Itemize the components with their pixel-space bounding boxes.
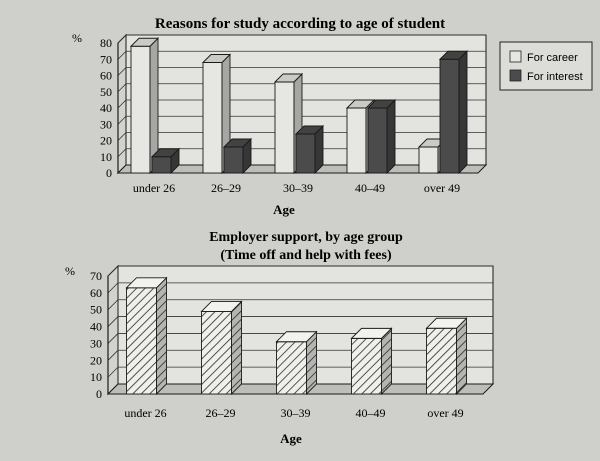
x-tick-label: under 26 [124, 406, 166, 420]
y-tick-label: 0 [106, 166, 112, 180]
y-tick-label: 70 [90, 269, 102, 283]
side-wall [107, 264, 119, 396]
gridline [117, 67, 486, 76]
gridline [117, 50, 486, 60]
y-tick-label: 80 [100, 36, 112, 50]
y-tick-label: 60 [100, 69, 112, 83]
chart-2: Employer support, by age group (Time off… [65, 230, 495, 446]
chart-2-ylabel: % [65, 264, 75, 278]
chart-1: Reasons for study according to age of st… [72, 16, 593, 217]
bar-interest [150, 147, 181, 175]
bar-support [425, 317, 468, 396]
bar-career [201, 53, 232, 175]
legend-label-career: For career [527, 52, 578, 64]
gridline [117, 83, 486, 93]
x-tick-label: 26–29 [211, 181, 241, 195]
y-tick-label: 0 [96, 387, 102, 401]
x-tick-label: 40–49 [355, 181, 385, 195]
bar-support [200, 300, 243, 396]
y-tick-label: 40 [90, 320, 102, 334]
chart-1-plot-area [116, 33, 488, 175]
bar-interest [438, 50, 469, 175]
x-tick-label: over 49 [424, 181, 460, 195]
x-tick-label: over 49 [427, 406, 463, 420]
bar-support [350, 327, 393, 396]
legend-swatch-interest [509, 69, 522, 82]
bar-support [125, 276, 168, 396]
bar-support [275, 330, 318, 396]
y-tick-label: 70 [100, 52, 112, 66]
y-tick-label: 50 [90, 303, 102, 317]
y-tick-label: 10 [90, 370, 102, 384]
y-tick-label: 30 [100, 117, 112, 131]
gridline [107, 316, 493, 327]
gridline [117, 34, 486, 44]
chart-1-x-ticks: under 26 26–29 30–39 40–49 over 49 [133, 181, 460, 195]
chart-2-x-ticks: under 26 26–29 30–39 40–49 over 49 [124, 406, 463, 420]
x-tick-label: 40–49 [356, 406, 386, 420]
chart-1-y-ticks: 0 10 20 30 40 50 60 70 80 [100, 36, 112, 180]
chart-2-xlabel: Age [280, 431, 302, 446]
x-tick-label: 26–29 [206, 406, 236, 420]
bar-career [129, 37, 160, 175]
legend-label-interest: For interest [527, 71, 583, 83]
y-tick-label: 20 [90, 353, 102, 367]
y-tick-label: 40 [100, 101, 112, 115]
y-tick-label: 20 [100, 134, 112, 148]
y-tick-label: 60 [90, 286, 102, 300]
y-tick-label: 50 [100, 85, 112, 99]
chart-1-ylabel: % [72, 31, 82, 45]
y-tick-label: 10 [100, 150, 112, 164]
legend-swatch-career [509, 50, 522, 63]
gridline [107, 299, 493, 310]
chart-2-subtitle: (Time off and help with fees) [220, 248, 392, 263]
y-tick-label: 30 [90, 336, 102, 350]
x-tick-label: 30–39 [281, 406, 311, 420]
chart-2-y-ticks: 0 10 20 30 40 50 60 70 [90, 269, 102, 401]
x-tick-label: under 26 [133, 181, 175, 195]
bar-interest [222, 137, 253, 175]
bar-interest [366, 98, 397, 175]
chart-1-title: Reasons for study according to age of st… [155, 16, 445, 32]
chart-1-xlabel: Age [273, 202, 295, 217]
gridline [107, 282, 493, 294]
bar-interest [294, 124, 325, 175]
x-tick-label: 30–39 [283, 181, 313, 195]
chart-1-legend: For career For interest [499, 41, 593, 91]
chart-2-title: Employer support, by age group [209, 230, 403, 245]
gridline [107, 265, 493, 277]
chart-2-plot-area [106, 264, 495, 396]
